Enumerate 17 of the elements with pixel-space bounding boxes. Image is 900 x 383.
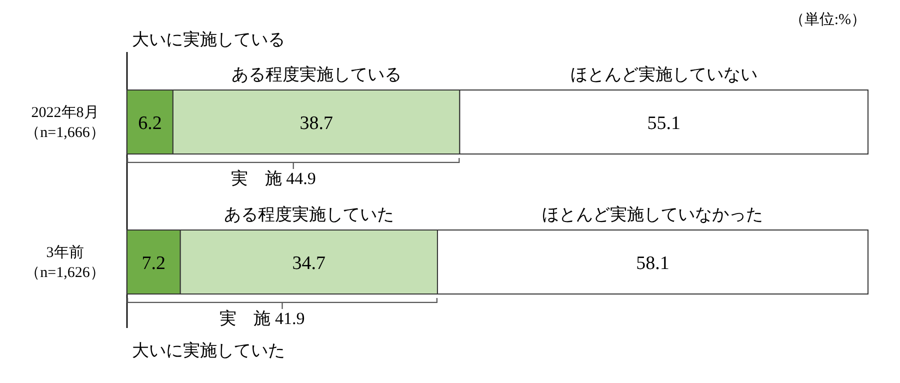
data-label: 58.1 bbox=[636, 253, 670, 274]
annotation: ある程度実施している bbox=[231, 65, 402, 84]
data-label: 6.2 bbox=[138, 113, 162, 134]
annotation: 実 施 44.9 bbox=[230, 169, 316, 188]
y-tick-label: 2022年8月（n=1,666） bbox=[25, 104, 105, 141]
data-label: 7.2 bbox=[142, 253, 166, 274]
annotation: 実 施 41.9 bbox=[220, 309, 305, 328]
data-label: 38.7 bbox=[300, 113, 333, 134]
annotation: ほとんど実施していなかった bbox=[542, 205, 764, 224]
annotation: ほとんど実施していない bbox=[570, 65, 758, 84]
data-label: 34.7 bbox=[292, 253, 326, 274]
y-tick-label: 3年前（n=1,626） bbox=[25, 244, 105, 281]
data-label: 55.1 bbox=[647, 113, 680, 134]
annotation: ある程度実施していた bbox=[224, 205, 394, 224]
text: 大いに実施している bbox=[132, 30, 285, 49]
text: 大いに実施していた bbox=[132, 341, 285, 360]
text: （単位:%） bbox=[789, 11, 866, 28]
